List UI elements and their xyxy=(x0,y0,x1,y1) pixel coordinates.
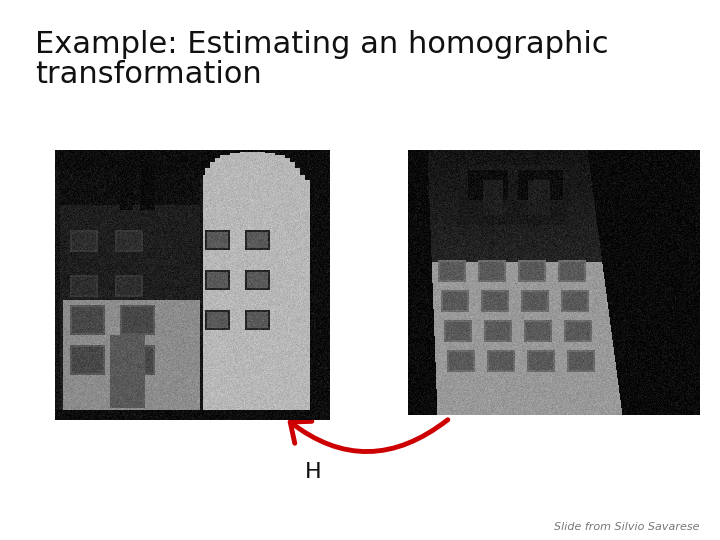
Point xyxy=(484,294,495,303)
Point xyxy=(513,296,525,305)
Point xyxy=(431,231,443,239)
Text: Example: Estimating an homographic: Example: Estimating an homographic xyxy=(35,30,608,59)
Point xyxy=(126,327,138,335)
Point xyxy=(490,310,501,319)
Point xyxy=(458,278,469,287)
FancyArrowPatch shape xyxy=(290,420,448,451)
Text: transformation: transformation xyxy=(35,60,262,89)
Bar xyxy=(63,172,217,312)
Point xyxy=(548,292,559,300)
Point xyxy=(58,308,69,316)
Text: Slide from Silvio Savarese: Slide from Silvio Savarese xyxy=(554,522,700,532)
Point xyxy=(531,310,542,319)
Point xyxy=(58,248,69,257)
Point xyxy=(99,275,110,284)
Point xyxy=(138,275,149,284)
Point xyxy=(212,248,223,257)
Text: H: H xyxy=(305,462,321,482)
Point xyxy=(159,294,171,303)
Point xyxy=(484,326,495,334)
